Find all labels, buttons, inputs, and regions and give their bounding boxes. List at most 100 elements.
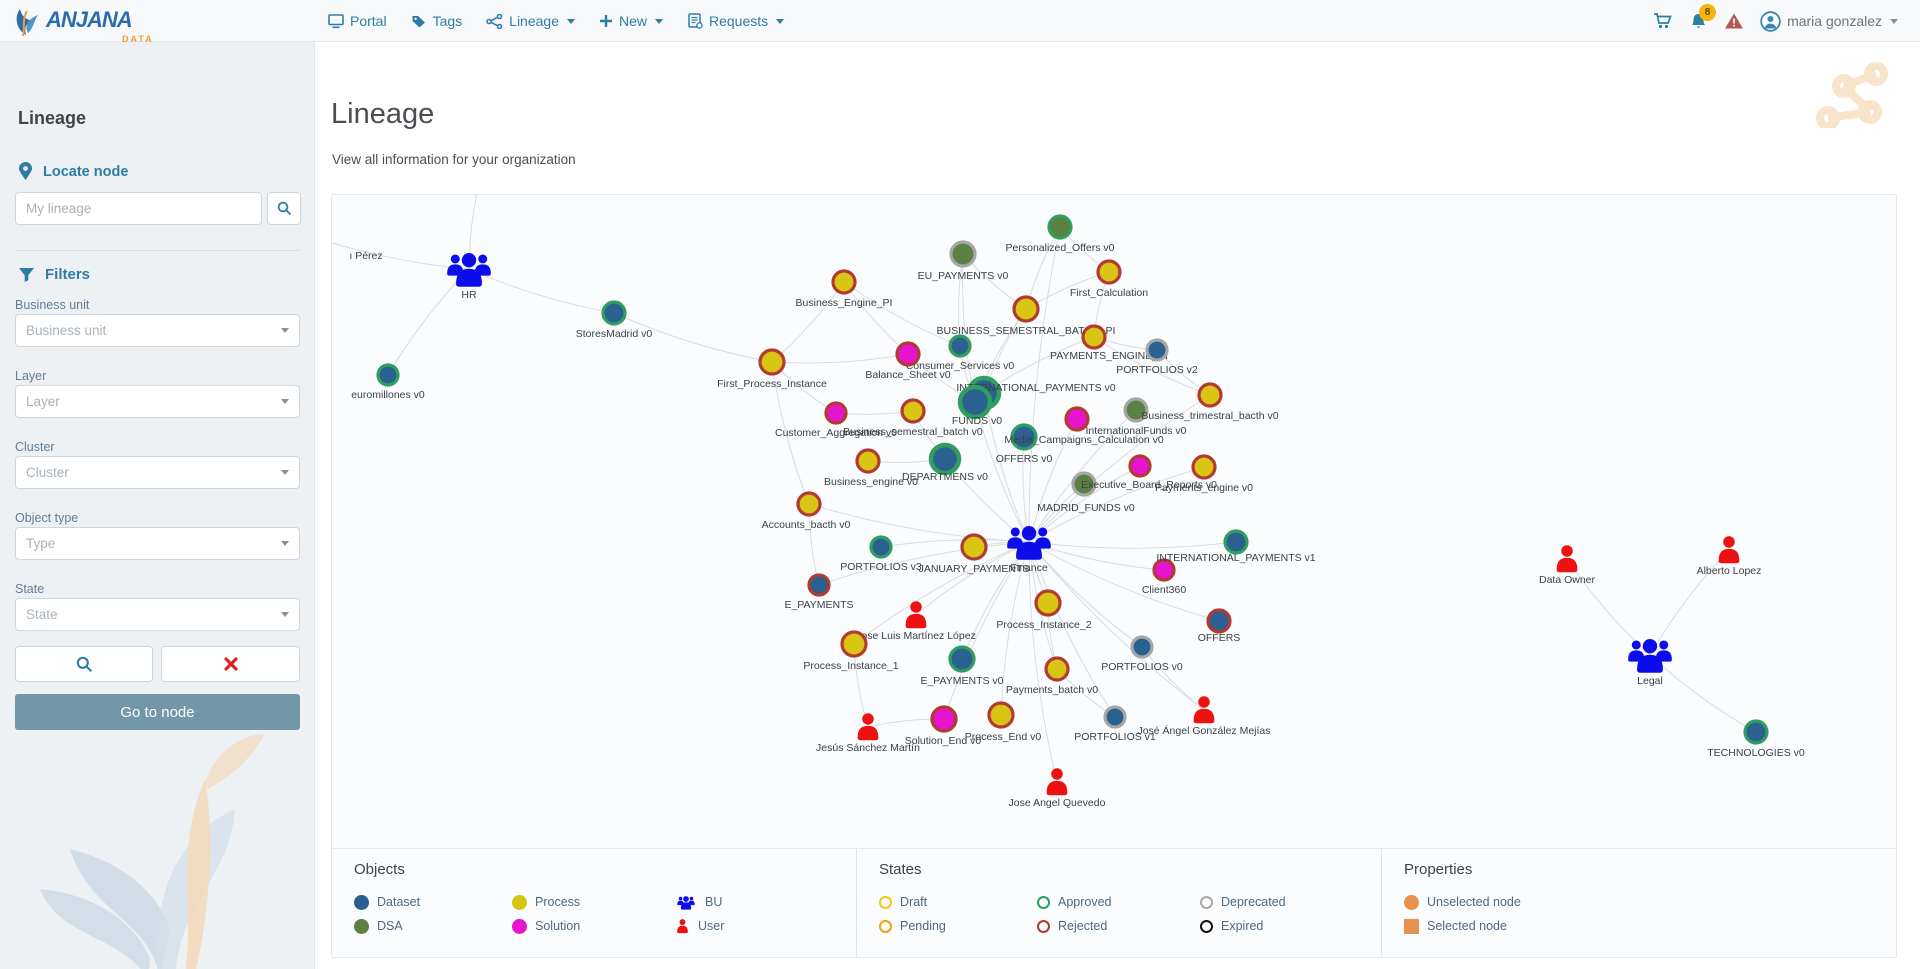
node-label: Business_engine v0: [824, 476, 918, 488]
graph-node-offers0[interactable]: OFFERS v0: [996, 423, 1053, 465]
pending-ring: [879, 919, 892, 933]
nav-right: 8 maria gonzalez: [1653, 0, 1898, 42]
legend-objects: Objects Dataset Process BU: [332, 849, 856, 957]
legend-item-process: Process: [512, 890, 675, 914]
nav-item-lineage[interactable]: Lineage: [486, 13, 575, 29]
graph-node-jagm[interactable]: José Ángel González Mejías: [1137, 696, 1271, 737]
graph-node-jesus[interactable]: Jesús Sánchez Martín: [816, 713, 920, 754]
filter-label-object-type: Object type: [15, 511, 79, 525]
graph-node-stores[interactable]: StoresMadrid v0: [576, 300, 653, 340]
cart-button[interactable]: [1653, 12, 1673, 30]
graph-node-epay[interactable]: E_PAYMENTS: [784, 573, 854, 611]
locate-search-button[interactable]: [267, 192, 301, 225]
fairy-watermark: [40, 734, 265, 969]
apply-filters-button[interactable]: [15, 646, 153, 682]
go-to-node-button[interactable]: Go to node: [15, 694, 300, 730]
graph-node-fcalc[interactable]: First_Calculation: [1070, 259, 1148, 299]
user-menu[interactable]: maria gonzalez: [1760, 10, 1898, 32]
graph-node-offers[interactable]: OFFERS: [1198, 608, 1241, 644]
node-label: StoresMadrid v0: [576, 328, 653, 340]
graph-node-ipay1[interactable]: INTERNATIONAL_PAYMENTS v1: [1156, 529, 1316, 564]
graph-node-fpi[interactable]: First_Process_Instance: [717, 348, 827, 390]
graph-node-bsheet[interactable]: Balance_Sheet v0: [865, 341, 951, 381]
nav-item-requests[interactable]: Requests: [687, 13, 785, 29]
graph-node-client360[interactable]: Client360: [1142, 558, 1187, 596]
lineage-graph[interactable]: HR StoresMadrid v0 euromillones v0 First_Pr…: [332, 195, 1896, 848]
state-select[interactable]: State: [15, 598, 300, 631]
node-label: Solution_End v0: [905, 735, 982, 747]
graph-node-pfv1[interactable]: PORTFOLIOS v1: [1074, 705, 1156, 743]
graph-node-solend[interactable]: Solution_End v0: [905, 705, 982, 747]
graph-node-alberto[interactable]: Alberto Lopez: [1697, 536, 1762, 577]
graph-node-pi2[interactable]: Process_Instance_2: [996, 589, 1092, 631]
business-unit-select[interactable]: Business unit: [15, 314, 300, 347]
graph-node-epay0[interactable]: E_PAYMENTS v0: [920, 645, 1004, 687]
selected-node-swatch: [1404, 918, 1419, 934]
graph-node-hr[interactable]: HR: [447, 253, 491, 301]
graph-node-bsem[interactable]: Business_semestral_batch v0: [843, 398, 983, 438]
notifications-button[interactable]: 8: [1689, 3, 1717, 31]
nav-item-portal[interactable]: Portal: [328, 13, 387, 29]
graph-node-pend[interactable]: Process_End v0: [965, 701, 1042, 743]
graph-node-downer[interactable]: Data Owner: [1539, 545, 1596, 586]
node-label: InternationalFunds v0: [1086, 425, 1187, 437]
graph-node-pbatch[interactable]: Payments_batch v0: [1006, 656, 1098, 696]
approved-ring: [1037, 895, 1050, 909]
anjana-logo[interactable]: ANJANA DATA: [12, 3, 152, 44]
graph-node-poffers[interactable]: Personalized_Offers v0: [1006, 214, 1115, 254]
sidebar-title: Lineage: [18, 108, 87, 128]
search-icon: [76, 656, 92, 672]
warning-icon: [1725, 13, 1744, 29]
graph-node-jlml[interactable]: Jose Luis Martínez López: [856, 601, 976, 642]
graph-node-bsb[interactable]: BUSINESS_SEMESTRAL_BATCH_PI: [937, 295, 1116, 337]
nav-item-label: Portal: [350, 13, 387, 29]
graph-node-cagg[interactable]: Customer_Aggregation v0: [775, 401, 897, 439]
object-type-select[interactable]: Type: [15, 527, 300, 560]
floating-label: MADRID_FUNDS v0: [1037, 502, 1135, 514]
graph-node-funds[interactable]: FUNDS v0: [952, 384, 1002, 427]
chevron-down-icon: [281, 470, 289, 475]
graph-node-euro[interactable]: euromillones v0: [351, 363, 425, 401]
layer-select[interactable]: Layer: [15, 385, 300, 418]
graph-node-finance[interactable]: Finance: [1007, 526, 1051, 574]
node-label: Jesús Sánchez Martín: [816, 742, 920, 754]
cluster-select[interactable]: Cluster: [15, 456, 300, 489]
logo-sub: DATA: [122, 34, 154, 44]
main-content: Lineage View all information for your or…: [315, 42, 1920, 969]
graph-node-pi1[interactable]: Process_Instance_1: [803, 630, 899, 672]
graph-node-mediac[interactable]: Media_Campaigns_Calculation v0: [1004, 406, 1164, 446]
graph-node-bengpi[interactable]: Business_Engine_PI: [796, 269, 893, 309]
graph-node-legal[interactable]: Legal: [1628, 639, 1672, 687]
nav-item-new[interactable]: New: [599, 13, 663, 29]
graph-node-eupay[interactable]: EU_PAYMENTS v0: [918, 240, 1009, 282]
graph-node-pfv0[interactable]: PORTFOLIOS v0: [1101, 635, 1183, 673]
rejected-ring: [1037, 919, 1050, 933]
monitor-icon: [328, 13, 344, 28]
graph-node-btrim[interactable]: Business_trimestral_bacth v0: [1141, 382, 1279, 422]
graph-node-pfv2[interactable]: PORTFOLIOS v2: [1116, 338, 1198, 376]
graph-node-tech[interactable]: TECHNOLOGIES v0: [1707, 719, 1805, 759]
node-label: First_Calculation: [1070, 287, 1148, 299]
graph-node-pengpi[interactable]: PAYMENTS_ENGINE_PI: [1050, 324, 1168, 362]
graph-node-pfv3[interactable]: PORTFOLIOS v3: [840, 535, 922, 573]
graph-node-repmag[interactable]: [1128, 454, 1152, 478]
lineage-graph-area[interactable]: HR StoresMadrid v0 euromillones v0 First_Pr…: [332, 195, 1896, 848]
graph-node-intfunds[interactable]: InternationalFunds v0: [1086, 397, 1187, 437]
graph-node-execb[interactable]: Executive_Board_Reports v0: [1071, 471, 1217, 497]
graph-node-abacth[interactable]: Accounts_bacth v0: [762, 491, 851, 531]
graph-node-payeng[interactable]: Payments_engine v0: [1155, 454, 1253, 494]
chevron-down-icon: [281, 612, 289, 617]
node-label: FUNDS v0: [952, 415, 1002, 427]
legend-item-dataset: Dataset: [354, 890, 512, 914]
graph-node-bengine[interactable]: Business_engine v0: [824, 448, 918, 488]
process-swatch: [512, 894, 527, 910]
locate-node-input[interactable]: [15, 192, 262, 225]
graph-node-consumer[interactable]: Consumer_Services v0: [906, 334, 1015, 372]
node-label: BUSINESS_SEMESTRAL_BATCH_PI: [937, 325, 1116, 337]
graph-node-quevedo[interactable]: Jose Angel Quevedo: [1009, 768, 1106, 809]
graph-node-janp[interactable]: JANUARY_PAYMENTS: [919, 533, 1030, 575]
nav-item-tags[interactable]: Tags: [411, 13, 462, 29]
alerts-button[interactable]: [1724, 12, 1744, 30]
graph-node-departments[interactable]: DEPARTMENS v0: [902, 442, 988, 483]
clear-filters-button[interactable]: [161, 646, 300, 682]
